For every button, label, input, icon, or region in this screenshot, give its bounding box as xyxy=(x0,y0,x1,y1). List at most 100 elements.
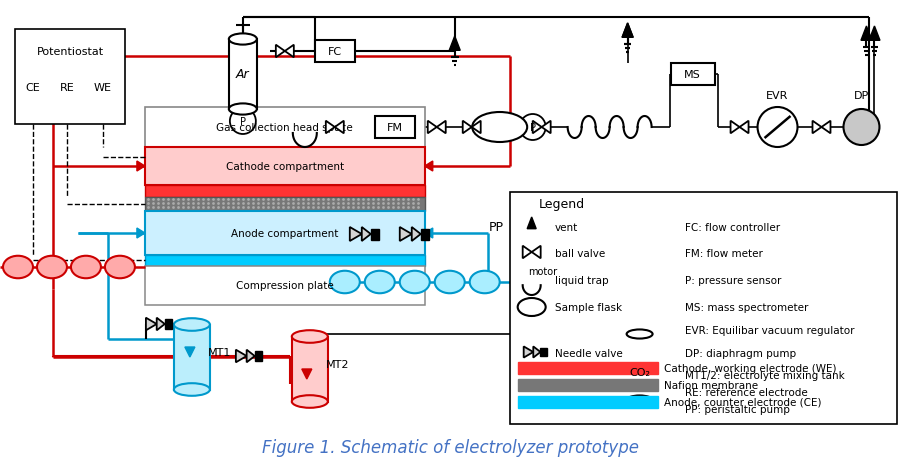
Polygon shape xyxy=(868,27,879,41)
Bar xyxy=(144,148,424,186)
Polygon shape xyxy=(326,121,335,134)
Ellipse shape xyxy=(400,271,429,294)
Text: RE: RE xyxy=(60,83,74,93)
Ellipse shape xyxy=(472,113,527,143)
Polygon shape xyxy=(424,162,432,172)
Bar xyxy=(374,117,414,139)
Text: MT1: MT1 xyxy=(208,347,231,357)
Ellipse shape xyxy=(291,395,327,408)
Polygon shape xyxy=(400,227,411,242)
Bar xyxy=(144,266,424,305)
Text: Compression plate: Compression plate xyxy=(235,281,334,291)
Polygon shape xyxy=(137,229,144,238)
Bar xyxy=(517,379,657,391)
Polygon shape xyxy=(621,24,632,38)
Text: Legend: Legend xyxy=(538,198,584,211)
Polygon shape xyxy=(821,121,830,134)
Polygon shape xyxy=(621,24,632,38)
Bar xyxy=(228,40,256,110)
Text: MT2: MT2 xyxy=(326,359,349,369)
Bar xyxy=(15,30,124,125)
Polygon shape xyxy=(146,318,157,331)
Polygon shape xyxy=(471,121,480,134)
Bar xyxy=(291,337,327,401)
Polygon shape xyxy=(533,347,540,358)
Text: PP: peristaltic pump: PP: peristaltic pump xyxy=(684,404,788,414)
Ellipse shape xyxy=(291,331,327,343)
Text: Ar: Ar xyxy=(235,69,249,81)
Text: FM: FM xyxy=(386,123,402,133)
Text: Nafion membrane: Nafion membrane xyxy=(663,380,757,390)
Polygon shape xyxy=(411,227,420,242)
Ellipse shape xyxy=(517,298,545,316)
Polygon shape xyxy=(523,347,533,358)
Circle shape xyxy=(757,108,796,148)
Text: MS: mass spectrometer: MS: mass spectrometer xyxy=(684,302,807,313)
Ellipse shape xyxy=(37,256,67,279)
Text: MS: MS xyxy=(684,70,700,80)
Text: Sample flask: Sample flask xyxy=(554,302,621,313)
Polygon shape xyxy=(522,246,531,259)
Text: Needle valve: Needle valve xyxy=(554,348,621,358)
Ellipse shape xyxy=(3,256,33,279)
Text: PP: PP xyxy=(489,221,503,234)
Ellipse shape xyxy=(329,271,359,294)
Polygon shape xyxy=(541,121,550,134)
Text: Gas collection head space: Gas collection head space xyxy=(216,123,353,133)
Bar xyxy=(144,212,424,256)
Polygon shape xyxy=(428,121,437,134)
Polygon shape xyxy=(527,218,536,229)
Polygon shape xyxy=(284,45,293,58)
Polygon shape xyxy=(349,227,362,242)
Bar xyxy=(254,351,262,361)
Polygon shape xyxy=(437,121,446,134)
Text: EVR: Equilibar vacuum regulator: EVR: Equilibar vacuum regulator xyxy=(684,325,853,335)
Bar xyxy=(626,334,652,400)
Text: RE: reference electrode: RE: reference electrode xyxy=(684,387,806,397)
Text: DP: diaphragm pump: DP: diaphragm pump xyxy=(684,348,795,358)
Polygon shape xyxy=(301,369,311,379)
Polygon shape xyxy=(448,37,460,51)
Polygon shape xyxy=(137,162,144,172)
Text: MT1/2: electrolyte mixing tank: MT1/2: electrolyte mixing tank xyxy=(684,370,843,380)
Polygon shape xyxy=(362,227,371,242)
Ellipse shape xyxy=(364,271,394,294)
Bar xyxy=(670,64,713,86)
Bar xyxy=(520,259,565,283)
Ellipse shape xyxy=(228,104,256,115)
Polygon shape xyxy=(275,45,284,58)
Polygon shape xyxy=(860,27,871,41)
Text: vent: vent xyxy=(554,223,577,232)
Bar xyxy=(144,186,424,198)
Text: motor: motor xyxy=(528,266,557,276)
Bar xyxy=(144,198,424,212)
Ellipse shape xyxy=(434,271,465,294)
Text: FC: FC xyxy=(327,47,342,57)
Bar xyxy=(517,362,657,374)
Text: Anode, counter electrode (CE): Anode, counter electrode (CE) xyxy=(663,397,820,407)
Polygon shape xyxy=(462,121,471,134)
Text: ball valve: ball valve xyxy=(554,249,604,258)
Bar xyxy=(540,348,547,357)
Ellipse shape xyxy=(71,256,101,279)
Text: CO₂: CO₂ xyxy=(629,367,649,377)
Bar xyxy=(371,229,378,240)
Polygon shape xyxy=(531,246,540,259)
Bar xyxy=(420,229,428,240)
Polygon shape xyxy=(235,350,246,363)
Circle shape xyxy=(842,110,879,146)
Ellipse shape xyxy=(174,319,209,331)
Ellipse shape xyxy=(626,395,652,405)
Circle shape xyxy=(520,115,545,141)
Ellipse shape xyxy=(469,271,499,294)
Text: P: pressure sensor: P: pressure sensor xyxy=(684,275,780,285)
Bar xyxy=(517,396,657,408)
Bar xyxy=(509,193,897,424)
Text: Cathode compartment: Cathode compartment xyxy=(226,162,344,172)
Polygon shape xyxy=(532,121,541,134)
Polygon shape xyxy=(185,347,195,357)
Ellipse shape xyxy=(626,330,652,339)
Polygon shape xyxy=(157,318,165,331)
Text: Anode compartment: Anode compartment xyxy=(231,229,338,238)
Polygon shape xyxy=(335,121,344,134)
